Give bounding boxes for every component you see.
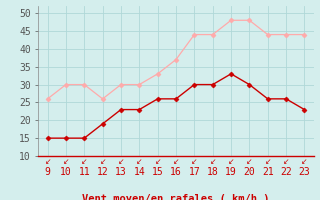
Text: ↙: ↙ <box>228 157 234 166</box>
Text: ↙: ↙ <box>191 157 197 166</box>
Text: ↙: ↙ <box>100 157 106 166</box>
Text: ↙: ↙ <box>136 157 142 166</box>
Text: ↙: ↙ <box>265 157 271 166</box>
Text: ↙: ↙ <box>246 157 252 166</box>
Text: ↙: ↙ <box>44 157 51 166</box>
Text: ↙: ↙ <box>63 157 69 166</box>
Text: ↙: ↙ <box>118 157 124 166</box>
Text: ↙: ↙ <box>155 157 161 166</box>
Text: ↙: ↙ <box>283 157 289 166</box>
Text: ↙: ↙ <box>81 157 87 166</box>
Text: ↙: ↙ <box>173 157 179 166</box>
X-axis label: Vent moyen/en rafales ( km/h ): Vent moyen/en rafales ( km/h ) <box>82 194 270 200</box>
Text: ↙: ↙ <box>301 157 308 166</box>
Text: ↙: ↙ <box>210 157 216 166</box>
